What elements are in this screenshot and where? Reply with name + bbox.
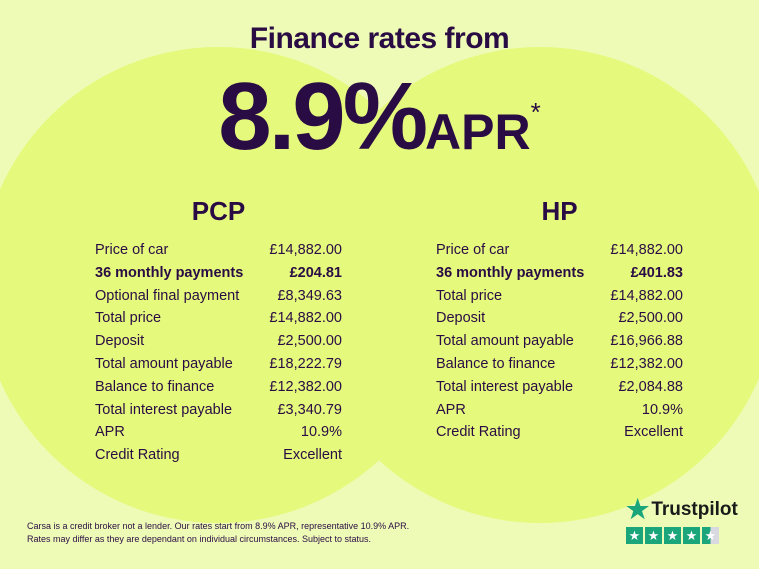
hp-title: HP	[541, 196, 578, 226]
rating-star-icon: ★	[702, 527, 719, 544]
row-label: APR	[95, 424, 125, 441]
row-value: £12,382.00	[269, 378, 342, 395]
row-label: Deposit	[95, 333, 145, 350]
trustpilot-name: Trustpilot	[651, 498, 738, 520]
rating-star-icon: ★	[626, 527, 643, 544]
row-label: Total price	[95, 310, 162, 327]
table-row: APR 10.9%	[95, 421, 342, 444]
table-row: Deposit £2,500.00	[436, 307, 683, 330]
table-row: Price of car £14,882.00	[436, 239, 683, 262]
row-label: Price of car	[95, 242, 169, 258]
row-value: £14,882.00	[610, 242, 683, 258]
table-row: Total price £14,882.00	[436, 285, 683, 308]
row-label: Total price	[436, 287, 503, 304]
row-value: £2,500.00	[618, 310, 683, 327]
table-row: Balance to finance £12,382.00	[436, 353, 683, 376]
pcp-title: PCP	[191, 196, 246, 226]
rate-suffix: APR	[425, 104, 531, 160]
row-label: Price of car	[436, 242, 510, 258]
row-label: Credit Rating	[95, 447, 180, 464]
table-row: Total interest payable £3,340.79	[95, 399, 342, 422]
table-row: Total amount payable £16,966.88	[436, 330, 683, 353]
rate-value: 8.9%	[218, 63, 428, 170]
row-value: £12,382.00	[610, 355, 683, 372]
table-row: Balance to finance £12,382.00	[95, 376, 342, 399]
disclaimer-line: Rates may differ as they are dependant o…	[27, 534, 372, 544]
row-label: Optional final payment	[95, 287, 240, 304]
row-label: Balance to finance	[95, 378, 215, 395]
row-value: £14,882.00	[269, 310, 342, 327]
row-value: 10.9%	[641, 401, 683, 418]
row-label: APR	[436, 401, 466, 418]
row-value: £16,966.88	[610, 333, 683, 350]
row-label: 36 monthly payments	[436, 264, 585, 281]
asterisk: *	[530, 97, 541, 127]
row-label: Total interest payable	[95, 401, 233, 418]
table-row: 36 monthly payments £401.83	[436, 262, 683, 285]
row-label: Total amount payable	[95, 355, 233, 372]
trustpilot-badge[interactable]: ★ Trustpilot ★ ★ ★ ★ ★	[626, 494, 738, 544]
star-icon: ★	[626, 494, 650, 524]
table-row: Credit Rating Excellent	[95, 444, 342, 467]
row-value: £14,882.00	[610, 287, 683, 304]
table-row: Total price £14,882.00	[95, 307, 342, 330]
row-label: Credit Rating	[436, 424, 521, 441]
table-row: Optional final payment £8,349.63	[95, 285, 342, 308]
row-label: 36 monthly payments	[95, 264, 244, 281]
rating-star-icon: ★	[664, 527, 681, 544]
row-value: £2,084.88	[618, 378, 683, 395]
row-value: £2,500.00	[277, 333, 342, 350]
row-label: Total interest payable	[436, 378, 574, 395]
rating-star-icon: ★	[683, 527, 700, 544]
disclaimer-line: Carsa is a credit broker not a lender. O…	[27, 521, 410, 531]
trustpilot-rating: ★ ★ ★ ★ ★	[626, 527, 738, 544]
row-value: £18,222.79	[269, 355, 342, 372]
row-value: Excellent	[624, 424, 683, 441]
table-row: Price of car £14,882.00	[95, 239, 342, 262]
rating-star-icon: ★	[645, 527, 662, 544]
row-value: £8,349.63	[277, 287, 342, 304]
table-row: Deposit £2,500.00	[95, 330, 342, 353]
table-row: APR 10.9%	[436, 399, 683, 422]
hp-table: HP Price of car £14,882.00 36 monthly paym…	[436, 196, 683, 444]
row-value: £401.83	[630, 264, 683, 281]
background-circle-right	[302, 47, 759, 523]
table-row: 36 monthly payments £204.81	[95, 262, 342, 285]
table-row: Credit Rating Excellent	[436, 421, 683, 444]
row-label: Balance to finance	[436, 355, 556, 372]
headline: Finance rates from	[249, 22, 510, 55]
row-label: Total amount payable	[436, 333, 574, 350]
row-value: £14,882.00	[269, 242, 342, 258]
row-value: 10.9%	[300, 424, 342, 441]
row-label: Deposit	[436, 310, 486, 327]
table-row: Total interest payable £2,084.88	[436, 376, 683, 399]
table-row: Total amount payable £18,222.79	[95, 353, 342, 376]
disclaimer: Carsa is a credit broker not a lender. O…	[27, 520, 409, 546]
rate-banner: 8.9%APR*	[0, 62, 759, 172]
row-value: £204.81	[289, 264, 342, 281]
row-value: £3,340.79	[277, 401, 342, 418]
row-value: Excellent	[283, 447, 342, 464]
pcp-table: PCP Price of car £14,882.00 36 monthly pay…	[95, 196, 342, 467]
